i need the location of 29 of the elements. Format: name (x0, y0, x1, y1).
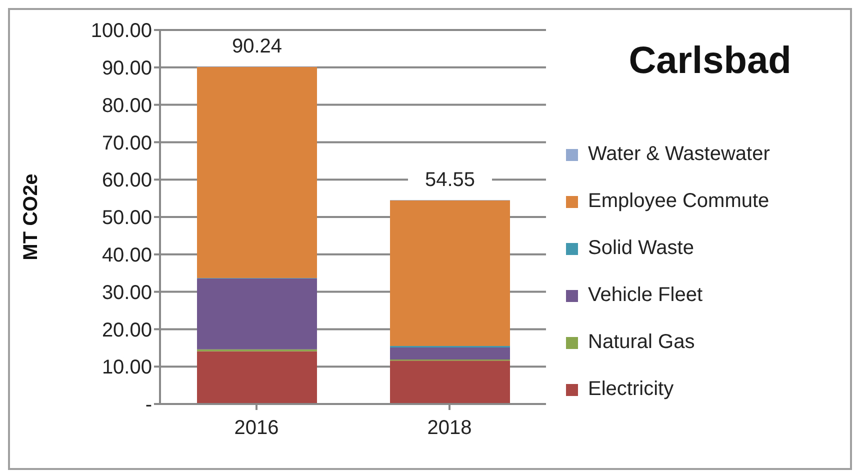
text: Carlsbad (628, 40, 792, 83)
y-tick-label: 100.00 (90, 20, 152, 42)
y-tick-label: 10.00 (102, 356, 152, 379)
y-tick-label: 30.00 (102, 282, 152, 304)
bar (197, 278, 317, 350)
x-tick-label: 2016 (234, 417, 279, 440)
y-tick-label: 60.00 (102, 170, 152, 192)
legend-label: Natural Gas (588, 331, 695, 354)
y-tick-label: 80.00 (102, 94, 152, 117)
y-axis-title: MT CO2e (20, 174, 42, 260)
bar (390, 360, 510, 404)
y-tick-label: 70.00 (102, 132, 152, 154)
legend-label: Electricity (588, 378, 674, 401)
bar (197, 66, 317, 278)
total-label: 90.24 (232, 36, 282, 58)
y-tick-label: 50.00 (102, 207, 152, 230)
legend-label: Vehicle Fleet (588, 284, 703, 307)
y-tick-label: 20.00 (102, 319, 152, 342)
legend-label: Water & Wastewater (588, 143, 770, 166)
bar (197, 351, 317, 404)
legend-label: Solid Waste (588, 237, 694, 260)
legend-label: Employee Commute (588, 190, 770, 213)
bar (390, 200, 510, 346)
x-tick-label: 2018 (427, 417, 472, 440)
y-tick-label: 40.00 (102, 244, 152, 266)
total-label: 54.55 (424, 168, 476, 191)
bar (390, 348, 510, 360)
y-tick-label: 90.00 (102, 58, 152, 80)
y-tick-label: - (145, 394, 152, 416)
